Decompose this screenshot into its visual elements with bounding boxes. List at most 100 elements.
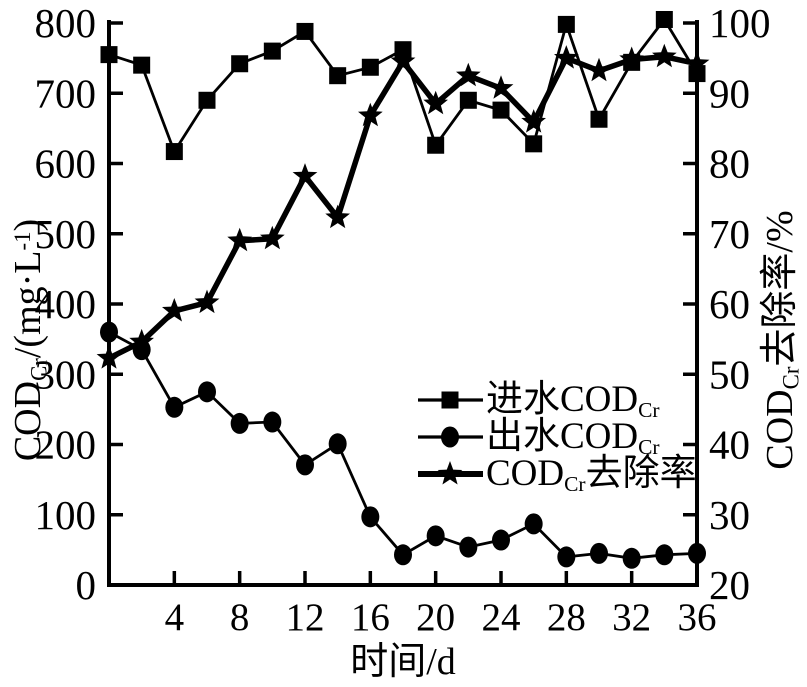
removal-rate-marker [194, 289, 220, 314]
removal-rate-marker [129, 328, 154, 353]
removal-rate-marker [521, 109, 546, 133]
legend-item-influent-label: 进水CODCr [486, 379, 660, 421]
removal-rate-marker [96, 345, 122, 369]
influent-cod-marker [165, 143, 183, 161]
right-axis-tick-label: 50 [709, 351, 750, 397]
left-axis-title-superscript: -1 [9, 231, 35, 251]
influent-cod-marker [590, 110, 608, 128]
x-axis-tick-label: 4 [165, 596, 185, 639]
influent-cod-marker [557, 15, 575, 33]
right-axis-tick-label: 60 [709, 281, 750, 327]
left-axis-tick-label: 400 [35, 281, 97, 327]
removal-rate-marker [456, 62, 481, 87]
right-axis-tick-label: 30 [709, 492, 750, 538]
right-axis-title-units: 去除率/% [759, 210, 801, 367]
effluent-cod-marker [328, 433, 347, 455]
effluent-cod-marker [100, 321, 118, 343]
removal-rate-marker [162, 298, 187, 322]
x-axis-title: 时间/d [350, 641, 456, 683]
x-axis-tick-label: 16 [351, 596, 390, 639]
effluent-cod-marker [263, 411, 282, 433]
star-marker-icon [416, 457, 486, 491]
right-axis-title-text: COD [759, 389, 801, 470]
legend-subscript: Cr [564, 472, 586, 496]
effluent-cod-marker [426, 525, 445, 547]
series-influent-cod-line [108, 17, 699, 155]
series-removal-rate [96, 43, 710, 369]
influent-cod-marker [361, 58, 379, 76]
effluent-cod-marker [655, 544, 674, 566]
series-effluent-cod [100, 321, 706, 569]
right-axis-tick-label: 40 [709, 422, 750, 468]
influent-cod-marker [492, 101, 510, 119]
effluent-cod-marker [590, 542, 608, 564]
star-legend-icon [418, 460, 483, 484]
left-axis-tick-label: 500 [35, 211, 97, 257]
influent-cod-marker [133, 56, 151, 74]
removal-rate-marker [325, 204, 350, 229]
effluent-cod-marker [557, 546, 576, 568]
effluent-cod-marker [524, 513, 543, 535]
legend-item-effluent: 出水CODCr [416, 416, 697, 458]
left-axis-title-subscript: Cr [26, 358, 52, 381]
removal-rate-marker [488, 75, 514, 99]
right-axis-tick-label: 80 [709, 141, 750, 187]
removal-rate-marker [652, 43, 677, 68]
legend-subscript: Cr [638, 398, 660, 422]
right-axis-tick-label: 100 [709, 0, 771, 46]
right-axis-title-subscript: Cr [778, 366, 804, 390]
removal-rate-marker [358, 102, 383, 127]
x-axis-tick-label: 32 [612, 596, 651, 639]
removal-rate-marker [586, 57, 612, 82]
square-marker-icon [416, 383, 486, 417]
left-axis-tick-label: 800 [35, 0, 97, 46]
removal-rate-marker [684, 50, 710, 75]
effluent-cod-marker [230, 412, 249, 434]
influent-cod-marker [655, 10, 673, 28]
influent-cod-marker [459, 91, 477, 109]
influent-cod-marker [525, 135, 543, 153]
legend-text-rest: 去除率 [585, 453, 697, 494]
legend-text: 出水COD [486, 416, 639, 457]
x-axis-tick-label: 28 [547, 596, 586, 639]
legend: 进水CODCr 出水CODCr CODCr去除率 [416, 379, 697, 495]
influent-cod-marker [100, 46, 118, 64]
effluent-cod-marker [198, 381, 216, 403]
left-axis-tick-label: 200 [35, 422, 97, 468]
legend-item-removal-rate: CODCr去除率 [416, 453, 697, 495]
effluent-cod-marker [394, 544, 412, 566]
removal-rate-marker [423, 90, 448, 115]
influent-cod-marker [231, 55, 249, 73]
circle-marker-icon [416, 420, 486, 454]
removal-rate-marker [227, 227, 252, 252]
right-axis-title: CODCr去除率/% [759, 210, 803, 470]
left-axis-title: CODCr/(mg·L-1) [7, 218, 51, 461]
legend-item-influent: 进水CODCr [416, 379, 697, 421]
legend-text: 进水COD [486, 379, 639, 420]
left-axis-title-close: ) [7, 218, 49, 232]
right-axis-tick-label: 70 [709, 211, 750, 257]
removal-rate-marker [619, 46, 644, 70]
effluent-cod-marker [165, 396, 184, 418]
x-axis-tick-label: 8 [230, 596, 250, 639]
x-axis-tick-label: 12 [286, 596, 325, 639]
legend-text: COD [486, 453, 565, 494]
removal-rate-marker [554, 45, 579, 69]
legend-subscript: Cr [638, 435, 660, 459]
effluent-cod-marker [296, 454, 314, 476]
legend-marker [437, 460, 463, 484]
left-axis-tick-label: 300 [35, 351, 97, 397]
left-axis-tick-label: 600 [35, 141, 97, 187]
right-axis-tick-label: 20 [709, 562, 750, 608]
square-legend-icon [418, 391, 483, 408]
influent-cod-marker [427, 136, 445, 154]
x-axis-tick-label: 20 [416, 596, 455, 639]
left-axis-title-units: /(mg·L [7, 250, 49, 359]
legend-marker [441, 426, 459, 447]
influent-cod-marker [296, 22, 314, 40]
series-influent-cod [100, 10, 706, 161]
legend-item-effluent-label: 出水CODCr [486, 416, 660, 458]
legend-marker [441, 391, 459, 408]
